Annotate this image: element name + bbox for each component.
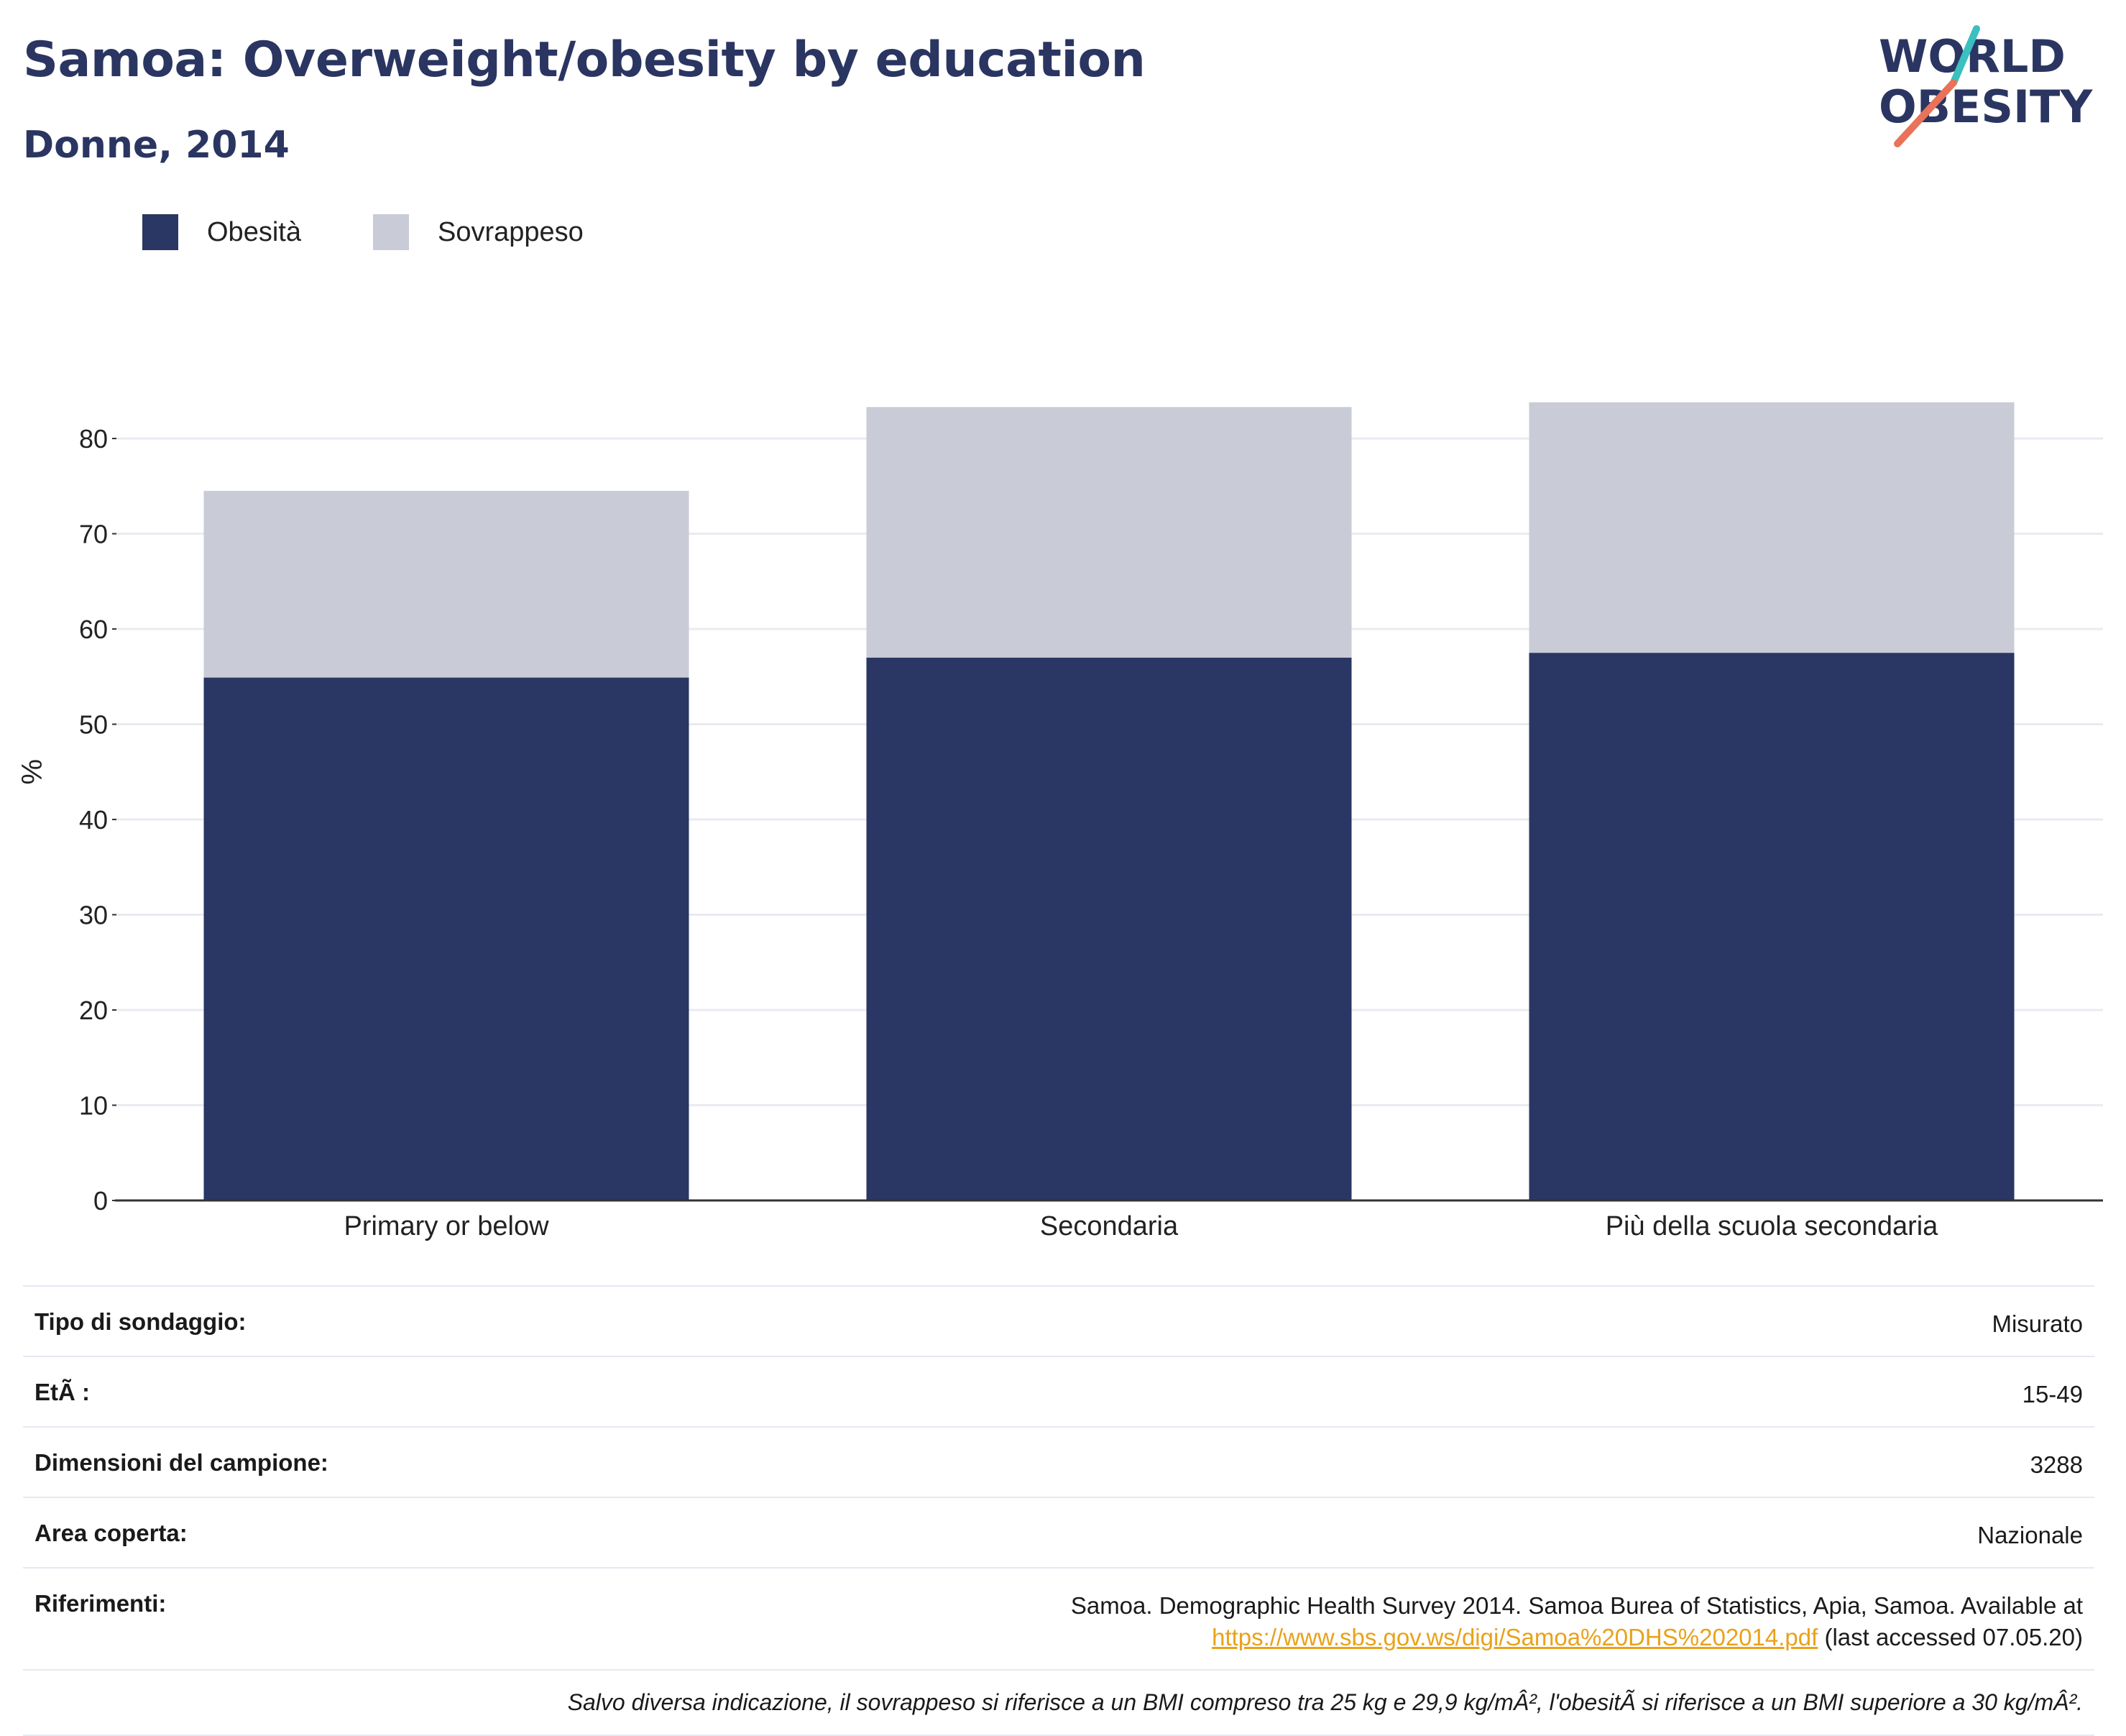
legend-item-obesity[interactable]: Obesità [142,214,301,250]
info-row-sample-size: Dimensioni del campione: 3288 [23,1426,2094,1497]
x-tick-label: Più della scuola secondaria [1606,1211,1938,1241]
y-tick-label: 80 [79,424,108,454]
x-tick-label: Secondaria [1040,1211,1179,1241]
world-obesity-logo: WORLD OBESITY [1879,25,2093,147]
bar-chart: 0 10 20 30 40 50 60 70 80% Primary or below Second… [17,402,2103,1241]
info-key: Tipo di sondaggio: [34,1308,247,1335]
info-row-references: Riferimenti: Samoa. Demographic Health S… [23,1567,2094,1669]
info-key: Area coperta: [34,1520,188,1546]
references-accessed: (last accessed 07.05.20) [1824,1624,2083,1650]
y-tick-label: 10 [79,1091,108,1121]
survey-info-table: Tipo di sondaggio: Misurato EtÃ : 15-49 … [23,1285,2094,1736]
y-tick-label: 50 [79,710,108,740]
x-tick-label: Primary or below [344,1211,549,1241]
info-key: Dimensioni del campione: [34,1449,328,1476]
bar-overweight[interactable] [866,407,1352,658]
y-tick-label: 30 [79,901,108,930]
info-row-area: Area coperta: Nazionale [23,1497,2094,1567]
bar-obesity[interactable] [866,657,1352,1200]
y-tick-label: 0 [93,1186,108,1216]
y-tick-label: 20 [79,996,108,1025]
legend-swatch-overweight [372,214,409,250]
footnote: Salvo diversa indicazione, il sovrappeso… [23,1669,2094,1736]
info-value: Misurato [1992,1310,2083,1337]
bar-overweight[interactable] [1529,402,2015,653]
info-value: 15-49 [2022,1381,2083,1407]
chart-subtitle: Donne, 2014 [23,124,290,167]
logo-slash-coral [1894,79,1957,147]
y-axis-label: % [17,759,48,785]
y-tick-label: 40 [79,805,108,835]
chart-legend: Obesità Sovrappeso [142,214,655,250]
info-value: 3288 [2030,1451,2083,1478]
bar-obesity[interactable] [203,677,689,1200]
legend-item-overweight[interactable]: Sovrappeso [372,214,584,250]
legend-label-obesity: Obesità [207,216,301,247]
info-key: EtÃ : [34,1379,90,1405]
bar-overweight[interactable] [203,490,689,678]
info-row-age: EtÃ : 15-49 [23,1356,2094,1426]
bar-obesity[interactable] [1529,653,2015,1200]
references-link[interactable]: https://www.sbs.gov.ws/digi/Samoa%20DHS%… [1212,1624,1818,1650]
logo-slash-teal [1950,25,1980,86]
info-row-survey-type: Tipo di sondaggio: Misurato [23,1285,2094,1356]
legend-label-overweight: Sovrappeso [437,216,584,247]
references-value: Samoa. Demographic Health Survey 2014. S… [1071,1590,2083,1653]
legend-swatch-obesity [142,214,178,250]
references-text: Samoa. Demographic Health Survey 2014. S… [1070,1592,2083,1619]
chart-title: Samoa: Overweight/obesity by education [23,32,1146,88]
y-tick-label: 70 [79,520,108,549]
y-tick-label: 60 [79,615,108,644]
references-key: Riferimenti: [34,1590,167,1617]
info-value: Nazionale [1977,1522,2083,1548]
